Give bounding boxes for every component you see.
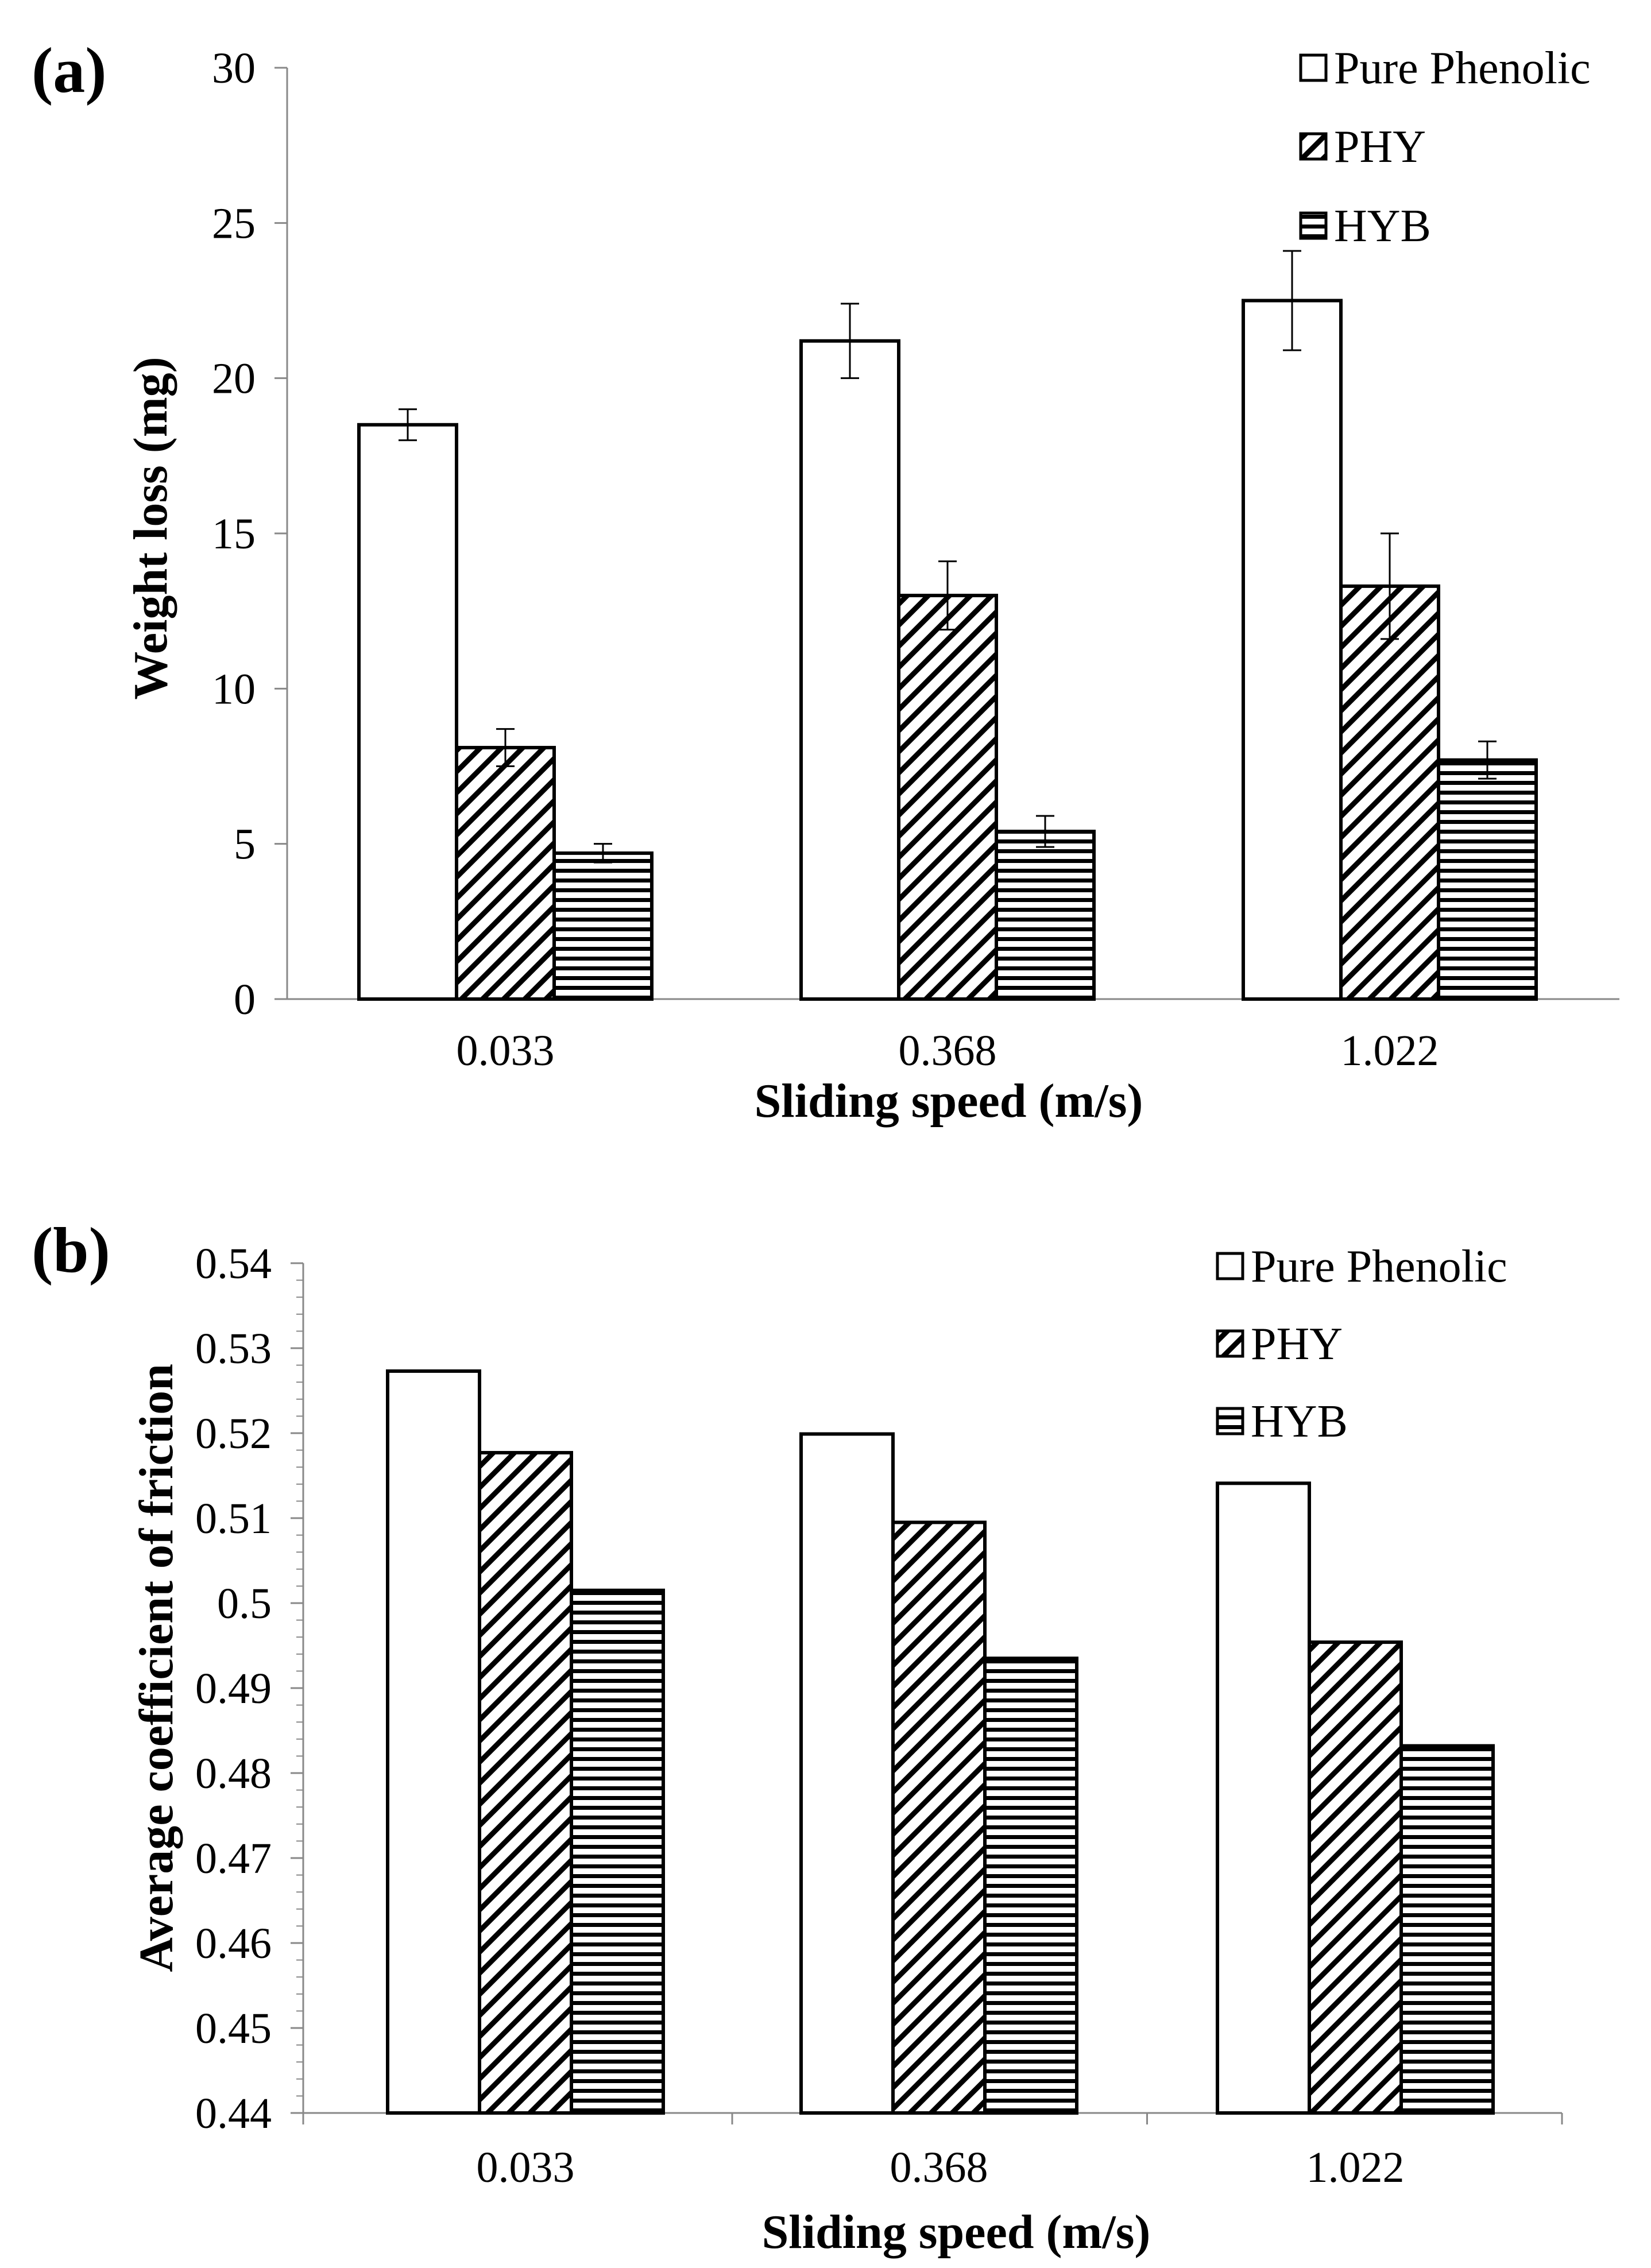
y-tick-label: 0.49	[195, 1665, 272, 1713]
bar-phy-0.033	[455, 746, 556, 1001]
bar-hyb-0.033	[570, 1588, 665, 2115]
legend-swatch-pure-phenolic	[1299, 53, 1328, 82]
x-axis-label-b: Sliding speed (m/s)	[762, 2205, 1151, 2259]
bar-phy-0.033	[478, 1451, 573, 2115]
legend-label: Pure Phenolic	[1334, 43, 1591, 94]
legend-label: HYB	[1334, 201, 1431, 251]
x-tick-label: 0.368	[899, 1027, 997, 1075]
y-axis-label-a: Weight loss (mg)	[124, 357, 177, 699]
legend-swatch-hyb	[1216, 1407, 1244, 1435]
bars-a	[357, 250, 1538, 1001]
y-tick-label: 15	[212, 510, 256, 558]
legend-swatch-pure-phenolic	[1216, 1252, 1244, 1280]
y-tick-label: 0.51	[195, 1495, 272, 1543]
x-tick-label: 1.022	[1306, 2143, 1405, 2192]
x-axis-a: 0.033 0.368 1.022	[457, 1027, 1439, 1075]
y-tick-label: 0.53	[195, 1325, 272, 1373]
bar-pure-phenolic-1.022	[1216, 1481, 1311, 2115]
x-axis-b: 0.033 0.368 1.022	[477, 2143, 1405, 2192]
x-tick-label: 0.033	[457, 1027, 555, 1075]
y-tick-label: 30	[212, 44, 256, 92]
legend-swatch-hyb	[1299, 211, 1328, 240]
bar-pure-phenolic-0.033	[386, 1369, 481, 2115]
bar-phy-1.022	[1339, 584, 1440, 1001]
legend-a: Pure Phenolic PHY HYB	[1299, 43, 1591, 251]
legend-swatch-phy	[1216, 1329, 1244, 1358]
bar-phy-1.022	[1308, 1640, 1403, 2115]
bar-hyb-0.033	[552, 851, 654, 1001]
bar-phy-0.368	[897, 594, 998, 1001]
y-tick-label: 0.44	[195, 2089, 272, 2138]
bars-b	[386, 1369, 1495, 2115]
y-tick-label: 0.52	[195, 1410, 272, 1458]
x-tick-label: 1.022	[1341, 1027, 1439, 1075]
chart-b: (b) Average coefficient of friction Slid…	[32, 1215, 1563, 2259]
bar-pure-phenolic-0.368	[799, 339, 900, 1001]
bar-pure-phenolic-0.368	[799, 1432, 895, 2115]
x-tick-label: 0.368	[890, 2143, 988, 2192]
bar-hyb-1.022	[1437, 758, 1538, 1001]
legend-label: Pure Phenolic	[1251, 1241, 1507, 1292]
bar-hyb-0.368	[995, 830, 1096, 1001]
y-tick-label: 0.47	[195, 1834, 272, 1883]
y-tick-label: 25	[212, 199, 256, 247]
y-tick-label: 5	[234, 820, 256, 869]
y-tick-label: 0.45	[195, 2004, 272, 2053]
y-axis-label-b: Average coefficient of friction	[130, 1364, 183, 1972]
panel-label-b: (b)	[32, 1215, 110, 1286]
y-tick-label: 0	[234, 976, 256, 1024]
legend-label: HYB	[1251, 1396, 1348, 1447]
bar-hyb-1.022	[1399, 1744, 1495, 2115]
bar-hyb-0.368	[983, 1657, 1078, 2115]
panel-label-a: (a)	[32, 35, 107, 106]
y-axis-b: 0.44 0.45 0.46 0.47 0.48 0.49 0.5 0.51 0.52 0.53 0…	[195, 1240, 1563, 2138]
chart-a: (a) Weight loss (mg) Sliding speed (m/s)…	[32, 35, 1619, 1128]
bar-phy-0.368	[891, 1520, 987, 2115]
y-tick-label: 10	[212, 665, 256, 713]
legend-b: Pure Phenolic PHY HYB	[1216, 1241, 1507, 1447]
legend-label: PHY	[1334, 122, 1426, 172]
y-tick-label: 20	[212, 355, 256, 403]
bar-pure-phenolic-1.022	[1242, 299, 1343, 1001]
y-tick-label: 0.54	[195, 1240, 272, 1288]
bar-pure-phenolic-0.033	[357, 423, 458, 1001]
y-tick-label: 0.5	[217, 1580, 272, 1628]
y-tick-label: 0.48	[195, 1750, 272, 1798]
legend-label: PHY	[1251, 1319, 1343, 1369]
y-axis-a: 0 5 10 15 20 25 30	[212, 44, 1619, 1024]
x-axis-label-a: Sliding speed (m/s)	[755, 1074, 1143, 1128]
y-tick-label: 0.46	[195, 1919, 272, 1968]
x-tick-label: 0.033	[477, 2143, 575, 2192]
legend-swatch-phy	[1299, 132, 1328, 161]
